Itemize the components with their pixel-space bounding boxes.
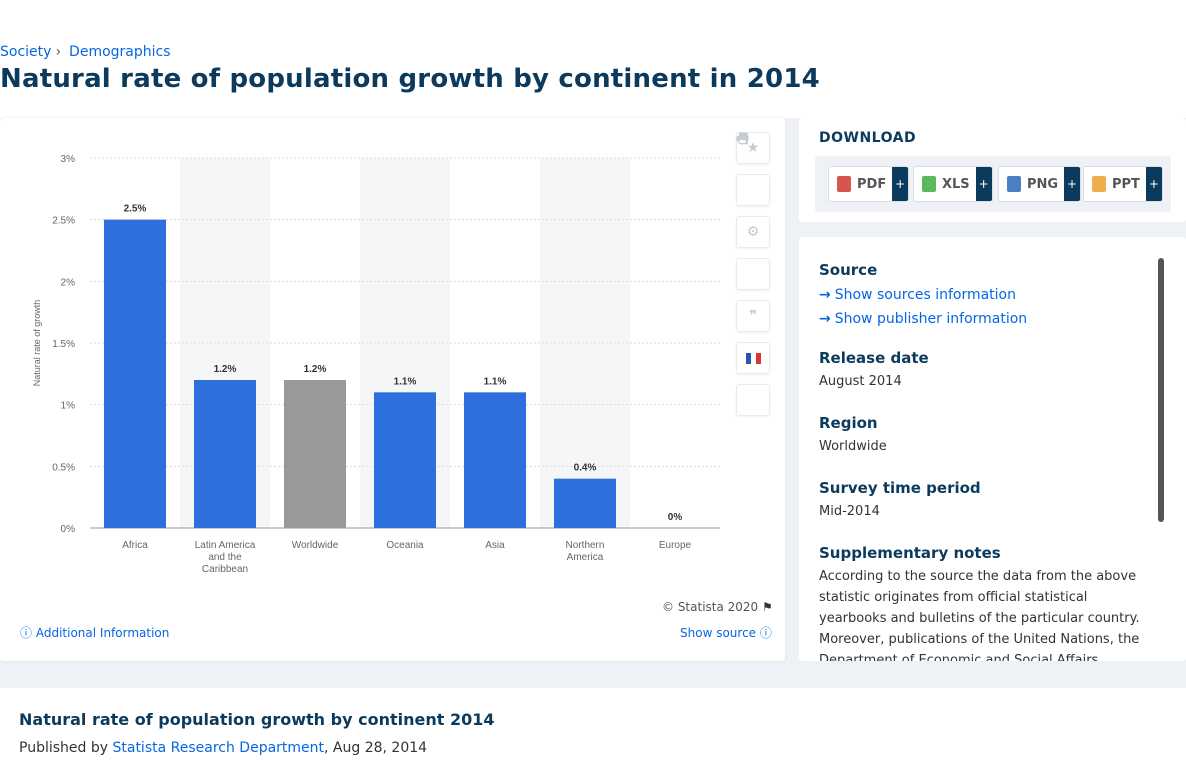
breadcrumb: Society › Demographics [0, 44, 175, 60]
info-icon: ⓘ [759, 626, 772, 640]
download-ppt-label: PPT [1112, 176, 1140, 192]
plus-icon[interactable]: + [1145, 167, 1162, 201]
bar-worldwide [284, 380, 346, 528]
gear-icon[interactable]: ⚙ [736, 216, 770, 248]
arrow-right-icon: → [819, 287, 831, 303]
y-tick-label: 1% [61, 401, 76, 412]
additional-information-link[interactable]: ⓘ Additional Information [20, 624, 169, 641]
bar-oceania [374, 392, 436, 528]
y-tick-label: 2.5% [52, 216, 75, 227]
plus-icon[interactable]: + [892, 167, 909, 201]
data-label: 1.1% [394, 376, 417, 387]
french-flag-icon[interactable] [736, 342, 770, 374]
show-source-label: Show source [680, 626, 757, 640]
bar-asia [464, 392, 526, 528]
pdf-file-icon [837, 176, 851, 192]
published-by: Published by Statista Research Departmen… [19, 740, 427, 756]
plus-icon[interactable]: + [975, 167, 992, 201]
survey-value: Mid-2014 [819, 504, 880, 519]
bar-chart: 0% 0.5% 1% 1.5% 2% 2.5% 3% Natural rate of grow… [32, 154, 720, 575]
print-icon[interactable] [736, 132, 770, 416]
breadcrumb-demographics[interactable]: Demographics [69, 44, 171, 60]
download-xls-button[interactable]: XLS + [913, 166, 993, 202]
ppt-file-icon [1092, 176, 1106, 192]
info-scrollbar[interactable] [1158, 258, 1164, 522]
flag-report-icon[interactable]: ⚑ [762, 600, 773, 614]
chart-toolbar: ★ ⚙ ❞ [736, 132, 772, 426]
page-title: Natural rate of population growth by con… [0, 64, 820, 94]
chart-card: 0% 0.5% 1% 1.5% 2% 2.5% 3% Natural rate of grow… [0, 118, 785, 661]
additional-information-label: Additional Information [35, 626, 170, 640]
x-tick-label: Northern America [566, 540, 605, 563]
y-tick-label: 0% [61, 524, 76, 535]
data-label: 2.5% [124, 204, 147, 215]
y-tick-label: 1.5% [52, 339, 75, 350]
show-publisher-label: Show publisher information [834, 311, 1028, 327]
copyright-text: © Statista 2020 [662, 600, 759, 614]
download-ppt-button[interactable]: PPT + [1083, 166, 1163, 202]
bell-icon[interactable] [736, 133, 770, 206]
download-png-button[interactable]: PNG + [998, 166, 1082, 202]
breadcrumb-society[interactable]: Society [0, 44, 52, 60]
download-card: DOWNLOAD PDF + XLS + PNG + PPT + [799, 118, 1186, 222]
show-publisher-link[interactable]: → Show publisher information [819, 307, 1149, 331]
data-label: 0.4% [574, 463, 597, 474]
xls-file-icon [922, 176, 936, 192]
quote-icon[interactable]: ❞ [736, 300, 770, 332]
x-tick-label: Oceania [386, 540, 424, 551]
published-prefix: Published by [19, 740, 109, 756]
release-value: August 2014 [819, 374, 902, 389]
show-source-link[interactable]: Show source ⓘ [680, 624, 772, 641]
notes-heading: Supplementary notes [819, 544, 1001, 562]
copyright: © Statista 2020 ⚑ [662, 600, 773, 614]
png-file-icon [1007, 176, 1021, 192]
publish-date: , Aug 28, 2014 [324, 740, 428, 756]
show-sources-label: Show sources information [834, 287, 1016, 303]
download-title: DOWNLOAD [819, 130, 917, 146]
star-icon[interactable]: ★ [736, 132, 770, 164]
info-icon: ⓘ [20, 626, 33, 640]
bar-latin-america-and-the-caribbean [194, 380, 256, 528]
x-tick-label: Europe [659, 540, 692, 551]
survey-heading: Survey time period [819, 479, 981, 497]
header-area: Society › Demographics Natural rate of pop… [0, 0, 1186, 118]
notes-value: According to the source the data from th… [819, 569, 1140, 661]
info-card: Source → Show sources information → Show p… [799, 237, 1186, 661]
statistic-summary: Natural rate of population growth by con… [0, 688, 1186, 760]
download-png-label: PNG [1027, 176, 1059, 192]
share-icon[interactable] [736, 132, 770, 290]
x-tick-label: Africa [122, 540, 148, 551]
download-pdf-button[interactable]: PDF + [828, 166, 910, 202]
bar-africa [104, 219, 166, 528]
y-tick-label: 2% [61, 277, 76, 288]
data-label: 0% [668, 512, 683, 523]
arrow-right-icon: → [819, 311, 831, 327]
statistic-title: Natural rate of population growth by con… [19, 710, 495, 729]
download-pdf-label: PDF [857, 176, 887, 192]
source-heading: Source [819, 261, 878, 279]
plus-icon[interactable]: + [1064, 167, 1081, 201]
x-tick-label: Latin America and the Caribbean [195, 540, 256, 575]
chevron-right-icon: › [55, 44, 62, 60]
data-label: 1.1% [484, 376, 507, 387]
y-tick-label: 0.5% [52, 462, 75, 473]
x-tick-label: Asia [485, 540, 505, 551]
region-heading: Region [819, 414, 878, 432]
show-sources-link[interactable]: → Show sources information [819, 283, 1149, 307]
bar-northern-america [554, 478, 616, 528]
y-tick-label: 3% [61, 154, 76, 165]
download-xls-label: XLS [942, 176, 970, 192]
data-label: 1.2% [214, 364, 237, 375]
y-axis-label: Natural rate of growth [32, 300, 42, 387]
region-value: Worldwide [819, 439, 887, 454]
publisher-link[interactable]: Statista Research Department [112, 740, 325, 756]
release-heading: Release date [819, 349, 929, 367]
x-tick-label: Worldwide [292, 540, 339, 551]
download-buttons: PDF + XLS + PNG + PPT + [815, 156, 1171, 212]
info-content: Source → Show sources information → Show p… [819, 261, 1149, 661]
data-label: 1.2% [304, 364, 327, 375]
